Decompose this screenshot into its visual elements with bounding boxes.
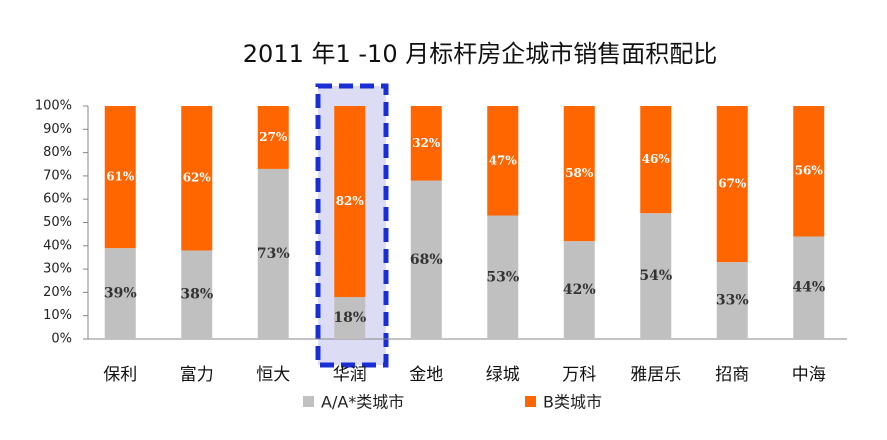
value-label: 39%: [104, 286, 137, 302]
bar-segment: [410, 106, 442, 181]
bar-segment: [640, 213, 672, 339]
bar-segment: [716, 262, 748, 339]
y-tick-label: 90%: [43, 122, 72, 137]
y-tick-label: 30%: [43, 262, 72, 277]
value-label: 54%: [639, 268, 672, 284]
value-label: 38%: [180, 287, 213, 303]
y-tick-label: 100%: [35, 99, 72, 114]
legend-label: A/A*类城市: [321, 393, 404, 412]
x-tick-label: 金地: [409, 365, 443, 385]
bar-segment: [181, 106, 213, 251]
x-tick-label: 招商: [715, 365, 749, 385]
value-label: 56%: [795, 164, 824, 178]
y-tick-label: 80%: [43, 145, 72, 160]
bar-segment: [563, 106, 595, 242]
bar-segment: [716, 106, 748, 263]
bar-segment: [410, 180, 442, 339]
bar-segment: [793, 106, 825, 237]
y-tick-label: 10%: [43, 308, 72, 323]
value-label: 61%: [106, 170, 135, 184]
value-label: 53%: [486, 269, 519, 285]
x-tick-label: 恒大: [256, 365, 290, 385]
value-label: 67%: [718, 177, 747, 191]
legend-swatch: [303, 396, 314, 407]
value-label: 73%: [257, 246, 290, 262]
y-tick-label: 20%: [43, 285, 72, 300]
value-label: 42%: [563, 282, 596, 298]
value-label: 68%: [410, 252, 443, 268]
bar-segment: [104, 248, 136, 339]
value-label: 62%: [183, 171, 212, 185]
value-label: 32%: [412, 136, 441, 150]
legend-label: B类城市: [543, 393, 602, 412]
bar-segment: [487, 106, 519, 216]
value-label: 44%: [792, 280, 825, 296]
value-label: 58%: [565, 166, 594, 180]
bar-segment: [257, 106, 289, 169]
value-label: 27%: [259, 130, 288, 144]
bar-segment: [334, 106, 366, 298]
y-tick-label: 60%: [43, 192, 72, 207]
value-label: 46%: [642, 152, 671, 166]
bar-segment: [334, 297, 366, 339]
value-label: 82%: [336, 194, 365, 208]
y-tick-label: 50%: [43, 215, 72, 230]
x-tick-label: 万科: [562, 365, 596, 385]
x-tick-label: 中海: [792, 365, 826, 385]
x-tick-label: 保利: [103, 365, 137, 385]
value-label: 18%: [333, 310, 366, 326]
x-tick-label: 富力: [180, 365, 214, 385]
y-tick-label: 70%: [43, 168, 72, 183]
x-tick-label: 雅居乐: [630, 365, 681, 385]
bar-segment: [181, 250, 213, 339]
bar-segment: [487, 215, 519, 339]
y-tick-label: 40%: [43, 238, 72, 253]
value-label: 47%: [489, 153, 518, 167]
chart-title: 2011 年1 -10 月标杆房企城市销售面积配比: [243, 40, 717, 68]
bar-segment: [257, 168, 289, 339]
bar-segment: [563, 241, 595, 339]
bar-segment: [104, 106, 136, 249]
y-tick-label: 0%: [51, 332, 72, 347]
bar-segment: [640, 106, 672, 214]
legend-swatch: [525, 396, 536, 407]
bar-segment: [793, 236, 825, 339]
x-tick-label: 华润: [333, 365, 367, 385]
x-tick-label: 绿城: [486, 365, 520, 385]
value-label: 33%: [716, 293, 749, 309]
